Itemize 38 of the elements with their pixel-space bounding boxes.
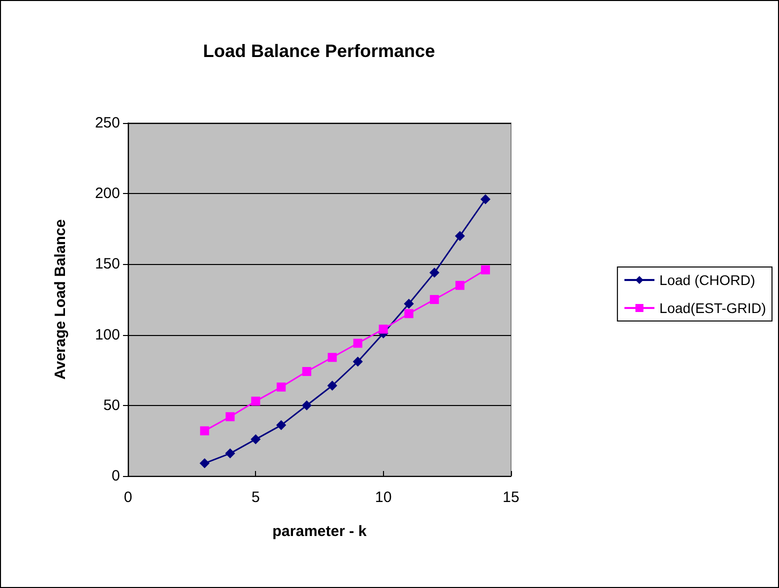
- y-tick-label: 0: [112, 468, 120, 484]
- y-axis-title: Average Load Balance: [52, 219, 69, 380]
- point: [302, 400, 312, 410]
- y-tick-label: 50: [103, 396, 120, 414]
- point: [302, 367, 312, 376]
- y-tick-label: 100: [94, 326, 120, 344]
- point: [327, 380, 338, 391]
- x-axis-title: parameter - k: [272, 523, 368, 540]
- x-tick-label: 15: [502, 489, 520, 506]
- point: [353, 338, 362, 348]
- y-tick-label: 200: [94, 185, 120, 202]
- point: [352, 356, 363, 367]
- point: [480, 194, 490, 204]
- point: [226, 412, 235, 422]
- point: [429, 268, 440, 278]
- point: [276, 382, 286, 392]
- point: [200, 458, 210, 468]
- point: [251, 396, 260, 406]
- point: [250, 434, 261, 444]
- point: [480, 265, 490, 274]
- point: [200, 426, 210, 436]
- legend-label: Load (CHORD): [659, 272, 756, 288]
- point: [404, 309, 414, 318]
- point: [276, 420, 286, 430]
- x-tick-label: 10: [374, 489, 392, 506]
- point: [454, 230, 465, 241]
- chart-title: Load Balance Performance: [202, 41, 436, 61]
- point: [430, 295, 439, 304]
- point: [378, 324, 388, 334]
- y-tick-label: 150: [94, 256, 120, 273]
- x-tick-label: 0: [124, 489, 132, 506]
- y-tick-label: 250: [94, 114, 120, 132]
- point: [225, 448, 236, 458]
- x-tick-label: 5: [251, 489, 260, 506]
- point: [455, 280, 464, 290]
- legend-label: Load(EST-GRID): [659, 300, 766, 316]
- point: [404, 298, 414, 309]
- point: [328, 352, 337, 362]
